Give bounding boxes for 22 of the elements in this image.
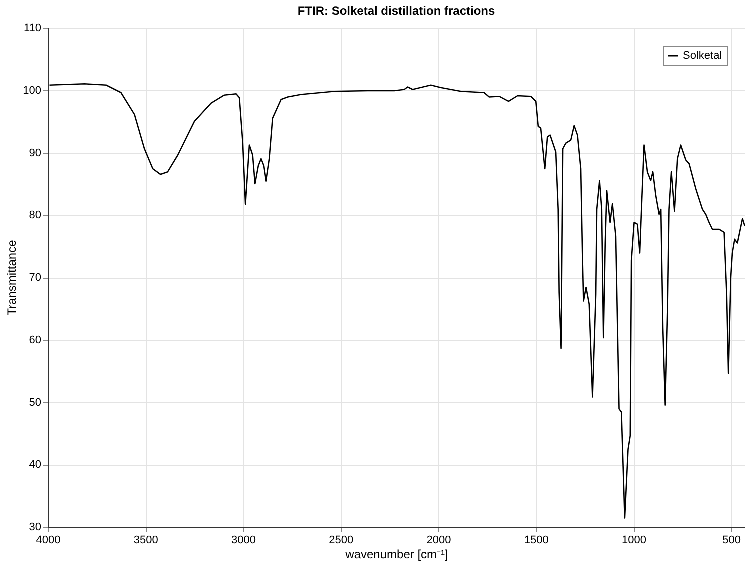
x-tick-label: 2500 [329, 534, 354, 546]
y-tick-label: 100 [23, 84, 42, 97]
x-axis-title: wavenumber [cm⁻¹] [344, 548, 448, 562]
x-tick-label: 1500 [524, 534, 549, 546]
x-tick-label: 500 [722, 534, 742, 546]
y-tick-label: 110 [24, 22, 42, 34]
line-series [49, 83, 746, 519]
legend-label: Solketal [683, 50, 722, 62]
x-tick-label: 3000 [231, 534, 256, 546]
x-tick-label: 1000 [622, 534, 646, 546]
y-axis-title: Transmittance [5, 240, 20, 316]
y-tick-label: 50 [29, 396, 42, 409]
y-tick-label: 70 [29, 272, 42, 284]
x-tick-label: 4000 [36, 534, 61, 546]
chart-title: FTIR: Solketal distillation fractions [298, 4, 496, 18]
y-tick-label: 60 [29, 334, 42, 346]
y-tick-label: 90 [29, 147, 42, 160]
y-tick-label: 80 [29, 210, 42, 222]
y-tick-label: 40 [29, 459, 42, 472]
x-tick-label: 3500 [134, 534, 158, 546]
y-tick-label: 30 [29, 522, 42, 534]
x-tick-label: 2000 [426, 534, 452, 546]
